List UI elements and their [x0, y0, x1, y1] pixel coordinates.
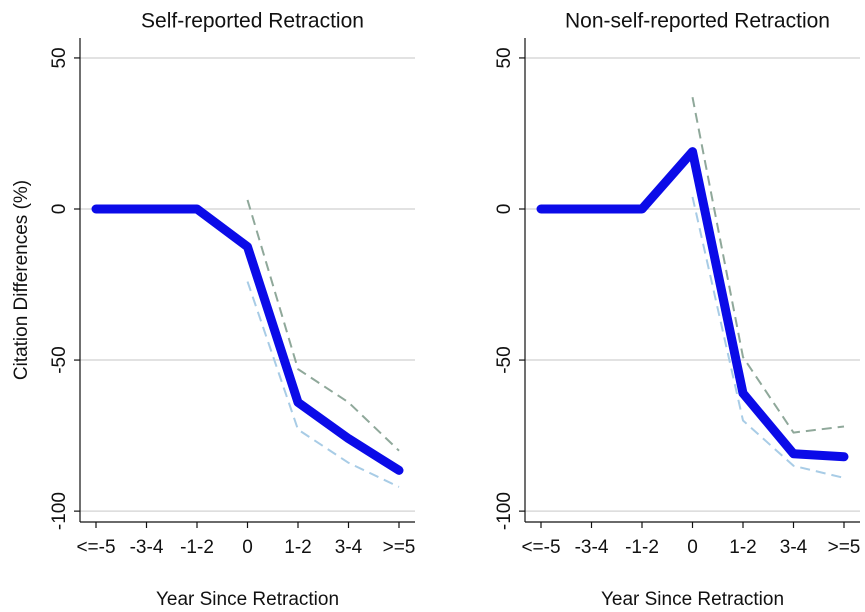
y-tick-label: 50 [49, 47, 70, 68]
series-line [691, 97, 845, 434]
y-tick-label: -100 [494, 492, 515, 530]
y-tick-label: 50 [494, 47, 515, 68]
series-line [246, 281, 400, 488]
x-tick-label: >=5 [383, 537, 416, 558]
x-tick-label: 1-2 [284, 537, 311, 558]
series-line [536, 147, 849, 462]
y-tick-label: 0 [49, 204, 70, 215]
x-tick-label: >=5 [828, 537, 861, 558]
chart-title: Non-self-reported Retraction [565, 10, 830, 33]
series-line [691, 196, 845, 479]
x-tick-label: -3-4 [575, 537, 609, 558]
x-axis-label: Year Since Retraction [156, 589, 339, 610]
chart-title: Self-reported Retraction [141, 10, 364, 33]
y-tick-label: 0 [494, 204, 515, 215]
series-line [91, 204, 404, 475]
x-tick-label: <=-5 [76, 537, 115, 558]
y-tick-label: -50 [494, 346, 515, 373]
y-tick-label: -50 [49, 346, 70, 373]
x-tick-label: <=-5 [521, 537, 560, 558]
x-tick-label: 3-4 [780, 537, 808, 558]
x-axis-label: Year Since Retraction [601, 589, 784, 610]
y-axis-label: Citation Differences (%) [11, 180, 32, 380]
x-tick-label: -3-4 [130, 537, 164, 558]
x-tick-label: 0 [242, 537, 253, 558]
x-tick-label: -1-2 [625, 537, 659, 558]
x-tick-label: 1-2 [729, 537, 756, 558]
x-tick-label: -1-2 [180, 537, 214, 558]
y-tick-label: -100 [49, 492, 70, 530]
x-tick-label: 3-4 [335, 537, 363, 558]
x-tick-label: 0 [687, 537, 698, 558]
series-line [246, 199, 400, 452]
